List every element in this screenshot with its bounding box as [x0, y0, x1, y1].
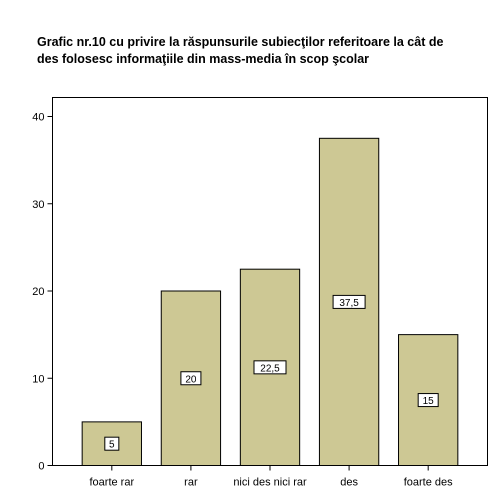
x-tick-label: nici des nici rar	[233, 477, 307, 489]
y-tick-label: 10	[32, 373, 44, 385]
bars: 5 20 22,5 37,5 15	[81, 137, 459, 466]
data-label-box	[180, 371, 202, 386]
x-tick-label: des	[340, 477, 358, 489]
chart-title-line-2: des folosesc informaţiile din mass-media…	[37, 52, 370, 66]
data-label-box	[332, 294, 366, 309]
x-tick-label: foarte des	[404, 477, 453, 489]
x-tick-label: rar	[184, 477, 198, 489]
y-axis: 0 10 20 30 40	[32, 112, 53, 473]
data-label-box	[253, 360, 287, 375]
y-tick-label: 30	[32, 199, 44, 211]
data-label: 20	[185, 374, 197, 385]
x-axis: foarte rar rar nici des nici rar des foarte …	[89, 465, 453, 489]
data-label: 5	[109, 440, 115, 451]
data-label: 37,5	[339, 298, 359, 309]
data-label-box	[417, 393, 439, 408]
data-label: 15	[423, 396, 435, 407]
y-tick-label: 20	[32, 286, 44, 298]
data-label-box	[104, 436, 120, 451]
data-label: 22,5	[260, 363, 280, 374]
chart-title: Grafic nr.10 cu privire la răspunsurile …	[37, 34, 487, 68]
x-tick-label: foarte rar	[89, 477, 134, 489]
y-tick-label: 40	[32, 112, 44, 124]
chart-title-line-1: Grafic nr.10 cu privire la răspunsurile …	[37, 35, 444, 49]
y-tick-label: 0	[38, 461, 44, 473]
